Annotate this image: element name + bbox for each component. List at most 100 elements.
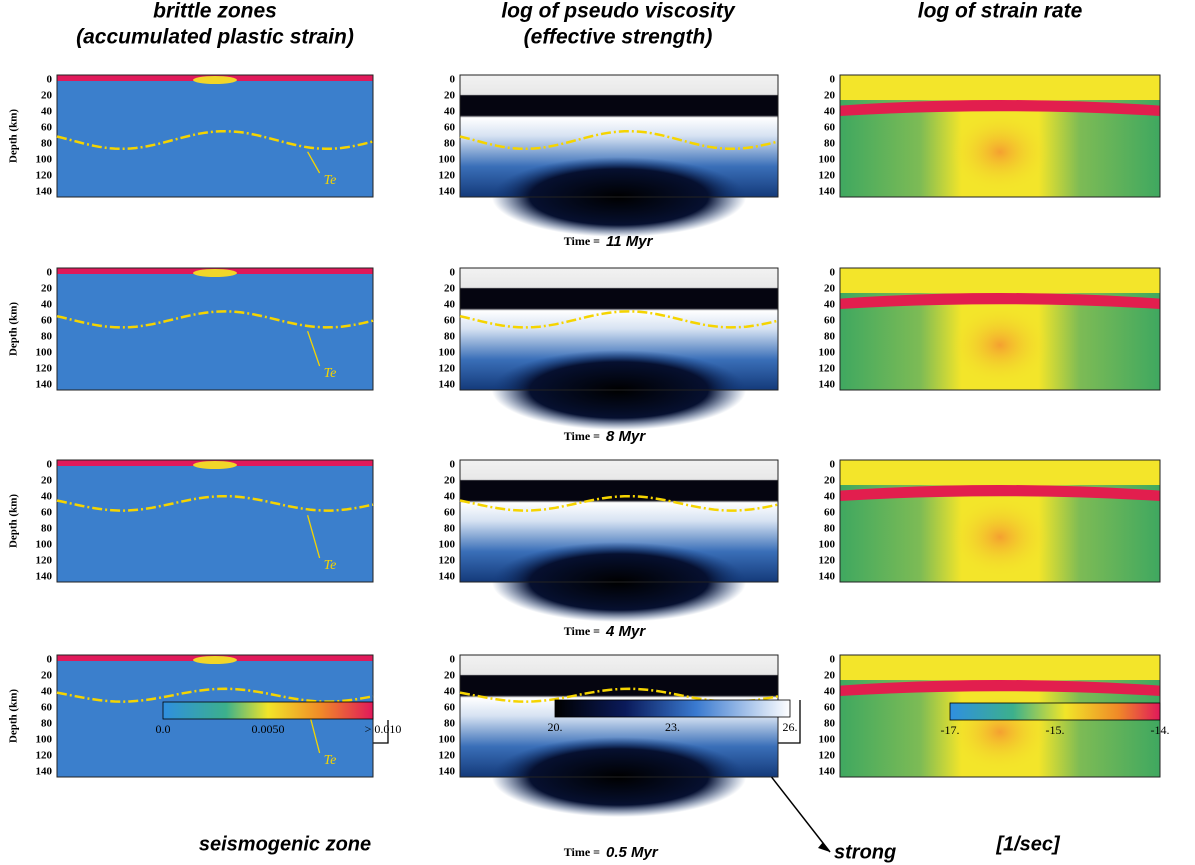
axis-label: Depth (km) xyxy=(8,302,20,356)
colorbar-label: 26. xyxy=(783,720,798,734)
panel-frame xyxy=(459,74,779,198)
column-subtitle: (accumulated plastic strain) xyxy=(76,26,354,49)
time-prefix: Time = xyxy=(564,429,600,443)
y-tick-label: 100 xyxy=(819,154,836,166)
time-prefix: Time = xyxy=(564,845,600,859)
y-tick-label: 140 xyxy=(36,186,53,198)
y-tick-label: 120 xyxy=(819,750,836,762)
y-tick-label: 80 xyxy=(41,523,53,535)
y-tick-label: 40 xyxy=(444,686,456,698)
caption: strong xyxy=(834,841,896,863)
y-tick-label: 40 xyxy=(824,686,836,698)
y-tick-label: 60 xyxy=(824,315,836,327)
y-tick-label: 80 xyxy=(824,523,836,535)
y-tick-label: 120 xyxy=(36,750,53,762)
caption: seismogenic zone xyxy=(199,833,371,855)
y-tick-label: 0 xyxy=(47,654,53,666)
y-tick-label: 40 xyxy=(41,299,53,311)
y-tick-label: 140 xyxy=(439,766,456,778)
te-label: Te xyxy=(324,173,337,188)
te-label: Te xyxy=(324,558,337,573)
y-tick-label: 80 xyxy=(444,331,456,343)
y-tick-label: 120 xyxy=(36,555,53,567)
y-tick-label: 20 xyxy=(824,90,836,102)
field xyxy=(57,460,373,582)
y-tick-label: 0 xyxy=(830,74,836,86)
panel: 0 20 40 60 80 100 120 140 xyxy=(439,267,779,430)
axis-label: Depth (km) xyxy=(8,494,20,548)
y-tick-label: 120 xyxy=(819,363,836,375)
y-tick-label: 40 xyxy=(444,106,456,118)
time-value: 8 Myr xyxy=(606,428,646,445)
y-tick-label: 40 xyxy=(41,686,53,698)
y-tick-label: 60 xyxy=(444,702,456,714)
y-tick-label: 20 xyxy=(824,283,836,295)
strain-band xyxy=(840,680,1160,696)
y-tick-label: 140 xyxy=(439,186,456,198)
y-tick-label: 100 xyxy=(439,734,456,746)
y-tick-label: 140 xyxy=(36,379,53,391)
panel: 0 20 40 60 80 100 120 140 xyxy=(439,74,779,237)
te-curve xyxy=(56,494,374,512)
panel: 0 20 40 60 80 100 120 140 xyxy=(819,74,1161,198)
panel-frame xyxy=(839,267,1161,391)
y-tick-label: 100 xyxy=(36,539,53,551)
column-title: brittle zones xyxy=(153,0,277,23)
te-curve xyxy=(459,129,779,151)
y-tick-label: 100 xyxy=(439,539,456,551)
panel-frame xyxy=(459,267,779,391)
y-tick-label: 0 xyxy=(830,459,836,471)
y-tick-label: 140 xyxy=(819,379,836,391)
axis-label: Depth (km) xyxy=(8,109,20,163)
panel: 0 20 40 60 80 100 120 140 xyxy=(819,267,1161,391)
colorbar-label: -17. xyxy=(941,723,960,737)
colorbar-label: 20. xyxy=(548,720,563,734)
y-tick-label: 140 xyxy=(819,766,836,778)
panel-frame xyxy=(459,459,779,583)
y-tick-label: 120 xyxy=(439,363,456,375)
panel-frame xyxy=(56,459,374,583)
top-field xyxy=(840,460,1160,485)
y-tick-label: 120 xyxy=(439,750,456,762)
y-tick-label: 20 xyxy=(41,475,53,487)
colorbar xyxy=(162,701,374,720)
plastic-zone xyxy=(193,76,237,84)
y-tick-label: 80 xyxy=(444,138,456,150)
y-tick-label: 80 xyxy=(41,718,53,730)
te-label: Te xyxy=(324,753,337,768)
time-value: 4 Myr xyxy=(605,623,646,640)
y-tick-label: 60 xyxy=(824,122,836,134)
y-tick-label: 0 xyxy=(450,74,456,86)
colorbar xyxy=(554,699,791,718)
y-tick-label: 0 xyxy=(830,654,836,666)
y-tick-label: 140 xyxy=(439,379,456,391)
y-tick-label: 120 xyxy=(819,555,836,567)
colorbar xyxy=(949,702,1161,721)
time-value: 0.5 Myr xyxy=(606,844,659,861)
te-curve xyxy=(56,129,374,151)
y-tick-label: 60 xyxy=(444,507,456,519)
y-tick-label: 140 xyxy=(36,766,53,778)
te-curve xyxy=(459,310,779,329)
panel: 0 20 40 60 80 100 120 140 xyxy=(439,654,779,817)
y-tick-label: 100 xyxy=(439,154,456,166)
panel-frame xyxy=(56,267,374,391)
y-tick-label: 40 xyxy=(824,491,836,503)
colorbar-label: 0.0050 xyxy=(252,722,285,736)
panel: 0 20 40 60 80 100 120 140 xyxy=(819,459,1161,583)
y-tick-label: 120 xyxy=(36,363,53,375)
te-arrow xyxy=(306,330,321,367)
panel-frame xyxy=(839,74,1161,198)
y-tick-label: 0 xyxy=(450,654,456,666)
panel: 0 20 40 60 80 100 120 140 xyxy=(439,459,779,622)
y-tick-label: 140 xyxy=(36,571,53,583)
panel-frame xyxy=(56,74,374,198)
y-tick-label: 40 xyxy=(41,491,53,503)
y-tick-label: 40 xyxy=(41,106,53,118)
te-arrow xyxy=(307,151,321,174)
y-tick-label: 60 xyxy=(824,702,836,714)
core xyxy=(950,305,1050,385)
colorbar-label: 0.0 xyxy=(156,722,171,736)
top-field xyxy=(840,75,1160,100)
y-tick-label: 120 xyxy=(439,555,456,567)
